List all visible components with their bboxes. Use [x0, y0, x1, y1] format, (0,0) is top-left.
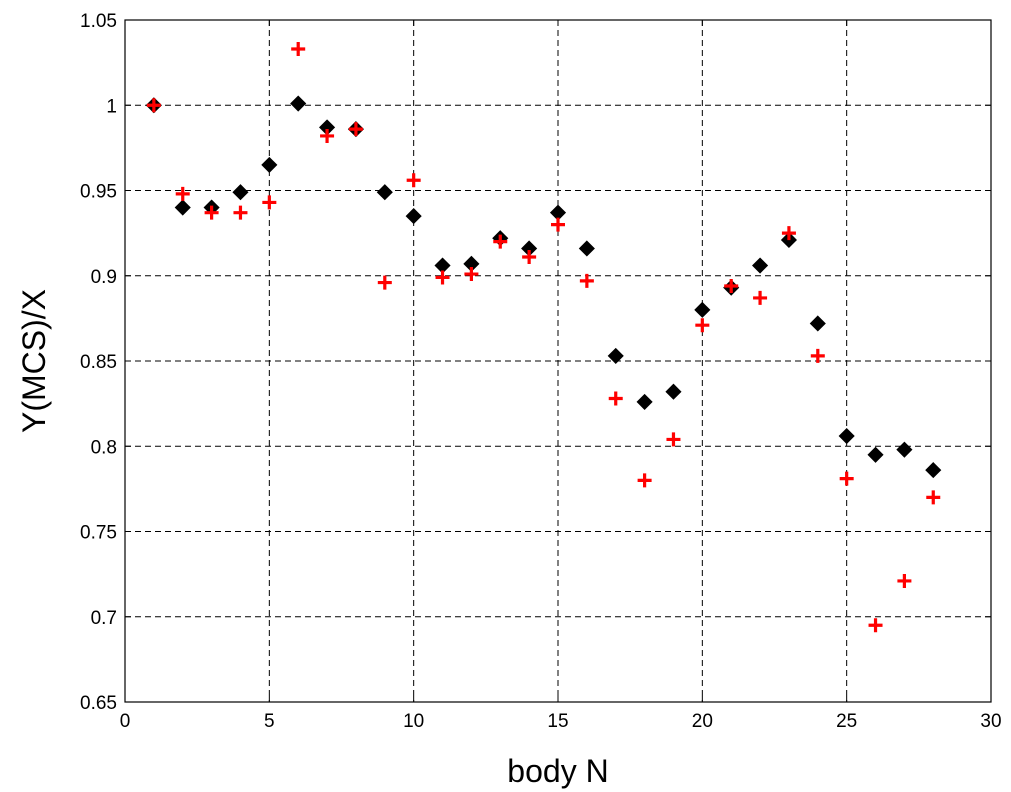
data-point-plus: [406, 173, 421, 188]
data-point-plus: [551, 217, 565, 232]
data-point-plus: [377, 275, 392, 290]
grid: [125, 20, 991, 702]
data-point-plus: [897, 573, 912, 588]
data-point-plus: [608, 391, 623, 406]
data-point-plus: [839, 471, 854, 486]
data-point-plus: [724, 278, 739, 293]
x-tick-label: 0: [120, 711, 131, 732]
data-point-plus: [579, 273, 594, 288]
data-point-plus: [146, 98, 161, 113]
data-point-diamond: [636, 393, 653, 410]
data-point-plus: [868, 618, 883, 633]
data-point-diamond: [694, 301, 711, 318]
y-axis-label: Y(MCS)/X: [16, 289, 52, 433]
y-tick-label: 0.75: [80, 523, 117, 544]
data-point-plus: [435, 270, 450, 285]
data-point-plus: [204, 205, 219, 220]
data-point-diamond: [434, 257, 451, 274]
marks: [145, 41, 942, 633]
data-point-plus: [262, 195, 277, 210]
data-point-diamond: [867, 446, 884, 463]
y-tick-label: 0.7: [91, 608, 117, 629]
data-point-diamond: [925, 462, 942, 479]
data-point-plus: [464, 267, 479, 282]
data-point-plus: [233, 205, 248, 220]
data-point-plus: [926, 490, 941, 505]
y-tick-label: 0.9: [91, 267, 117, 288]
data-point-diamond: [578, 240, 595, 257]
x-tick-label: 10: [403, 711, 424, 732]
y-tick-label: 0.8: [91, 437, 117, 458]
data-point-plus: [753, 290, 768, 305]
data-point-diamond: [405, 208, 422, 225]
data-point-plus: [320, 128, 335, 143]
data-point-diamond: [838, 427, 855, 445]
data-point-diamond: [809, 315, 826, 332]
data-point-diamond: [896, 441, 913, 458]
data-point-plus: [348, 122, 363, 137]
data-point-diamond: [376, 184, 393, 201]
y-tick-label: 1: [106, 96, 117, 117]
data-point-diamond: [752, 257, 769, 274]
data-point-plus: [291, 41, 306, 56]
data-point-diamond: [174, 199, 191, 216]
data-point-diamond: [549, 204, 567, 221]
x-tick-label: 25: [836, 711, 857, 732]
data-point-plus: [493, 234, 508, 249]
y-tick-label: 0.85: [80, 352, 117, 373]
tick-labels: 0 5 10 15 20 25 30 0.65 0.7 0.75 0.8 0.85 0.9 0.95 1 1.…: [80, 11, 1002, 732]
y-tick-label: 0.65: [80, 693, 117, 714]
data-point-plus: [810, 348, 825, 363]
data-point-plus: [666, 432, 681, 447]
data-point-plus: [637, 473, 652, 488]
x-tick-label: 5: [264, 711, 275, 732]
data-point-diamond: [607, 347, 624, 364]
data-point-plus: [781, 226, 796, 241]
data-point-plus: [175, 186, 190, 201]
x-tick-label: 30: [980, 711, 1001, 732]
y-tick-label: 1.05: [80, 11, 117, 32]
data-point-diamond: [665, 383, 682, 400]
series-1: [145, 95, 942, 479]
x-tick-label: 20: [692, 711, 713, 732]
x-tick-label: 15: [547, 711, 568, 732]
ticks: [124, 19, 992, 703]
data-point-plus: [522, 249, 537, 264]
data-point-diamond: [232, 184, 249, 201]
data-point-diamond: [290, 95, 307, 112]
series-2: [146, 41, 941, 633]
y-tick-label: 0.95: [80, 182, 117, 203]
data-point-diamond: [261, 156, 278, 173]
x-axis-label: body N: [507, 753, 608, 789]
data-point-plus: [695, 318, 710, 333]
